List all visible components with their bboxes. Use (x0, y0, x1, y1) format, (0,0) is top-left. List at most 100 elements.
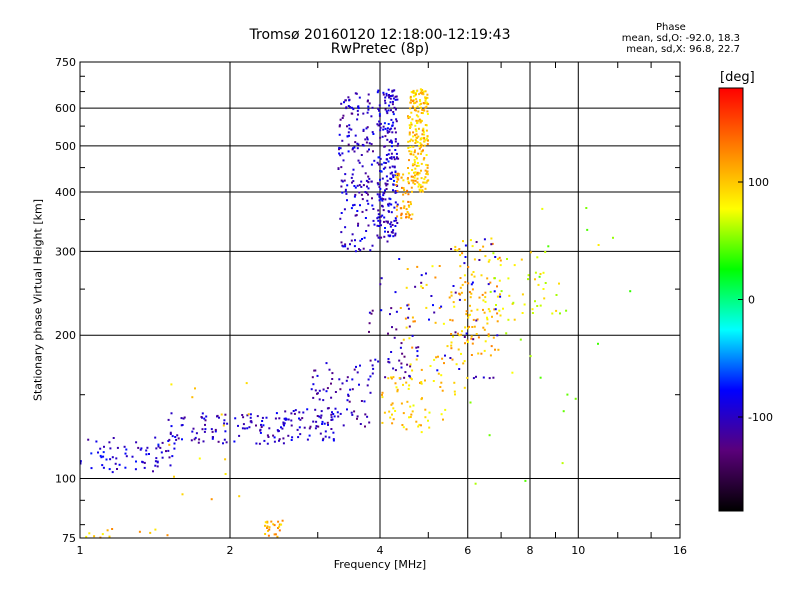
data-point (351, 413, 354, 416)
data-point (448, 296, 451, 299)
data-point (331, 411, 333, 414)
data-point (111, 471, 114, 474)
data-point (425, 283, 428, 286)
data-point (337, 168, 340, 170)
data-point (414, 174, 416, 177)
data-point (489, 354, 492, 357)
data-point (453, 390, 456, 393)
data-point (290, 424, 293, 427)
data-point (451, 319, 454, 322)
data-point (194, 387, 196, 390)
data-point (377, 89, 380, 92)
data-point (425, 154, 428, 156)
data-point (461, 252, 464, 255)
data-point (482, 376, 485, 379)
x-tick-label: 10 (571, 544, 585, 557)
data-point (420, 102, 423, 105)
data-point (351, 378, 354, 381)
data-point (318, 398, 321, 401)
data-point (420, 431, 423, 434)
data-point (467, 266, 470, 268)
data-point (446, 345, 449, 348)
data-point (354, 141, 357, 144)
data-point (534, 300, 536, 303)
data-point (287, 434, 290, 437)
data-point (346, 376, 349, 379)
data-point (331, 378, 334, 380)
data-point (345, 192, 348, 195)
data-point (407, 167, 409, 169)
data-point (409, 377, 412, 380)
data-point (267, 529, 269, 532)
phase-stats-x: mean, sd,X: 96.8, 22.7 (626, 44, 740, 55)
data-point (405, 428, 408, 431)
data-point (410, 186, 413, 189)
data-point (171, 435, 174, 438)
data-point (356, 371, 359, 374)
data-point (366, 199, 369, 202)
data-point (385, 175, 388, 178)
data-point (412, 92, 415, 94)
data-point (377, 216, 380, 219)
data-point (384, 96, 387, 99)
data-point (266, 442, 269, 445)
data-point (333, 415, 336, 418)
data-point (414, 142, 417, 144)
data-point (282, 442, 285, 445)
data-point (393, 127, 396, 130)
data-point (109, 458, 112, 461)
data-point (415, 164, 418, 167)
data-point (370, 163, 373, 166)
data-point (417, 119, 420, 122)
data-point (452, 301, 455, 304)
data-point (109, 447, 112, 450)
data-point (350, 207, 353, 210)
data-point (496, 312, 499, 315)
data-point (387, 210, 390, 213)
data-point (382, 128, 385, 131)
data-point (461, 283, 464, 286)
data-point (537, 283, 540, 286)
data-point (398, 377, 401, 379)
data-point (414, 285, 417, 288)
data-point (464, 326, 467, 329)
data-point (487, 260, 490, 263)
data-point (391, 171, 393, 174)
data-point (223, 419, 226, 422)
data-point (405, 286, 408, 289)
data-point (426, 96, 429, 99)
data-point (408, 375, 411, 378)
data-point (389, 157, 392, 159)
data-point (475, 333, 478, 335)
data-point (386, 220, 389, 223)
data-point (361, 143, 364, 146)
data-point (412, 163, 415, 166)
data-point (394, 170, 397, 173)
data-point (378, 109, 381, 112)
data-point (391, 103, 394, 106)
data-point (415, 140, 418, 143)
data-point (409, 95, 412, 98)
data-point (382, 93, 385, 96)
data-point (214, 430, 217, 433)
data-point (324, 435, 327, 438)
data-point (422, 149, 424, 152)
data-point (201, 428, 204, 431)
data-point (422, 131, 425, 133)
data-point (378, 199, 381, 202)
data-point (167, 449, 170, 452)
data-point (434, 321, 437, 324)
data-point (418, 93, 421, 96)
data-point (347, 143, 350, 146)
data-point (420, 382, 423, 385)
data-point (383, 216, 386, 219)
data-point (366, 150, 369, 153)
data-point (371, 372, 374, 375)
data-point (281, 519, 284, 522)
data-point (368, 142, 371, 145)
data-point (407, 193, 410, 196)
y-tick-label: 300 (55, 245, 76, 258)
data-point (384, 162, 387, 164)
data-point (341, 139, 344, 142)
data-point (353, 203, 356, 206)
